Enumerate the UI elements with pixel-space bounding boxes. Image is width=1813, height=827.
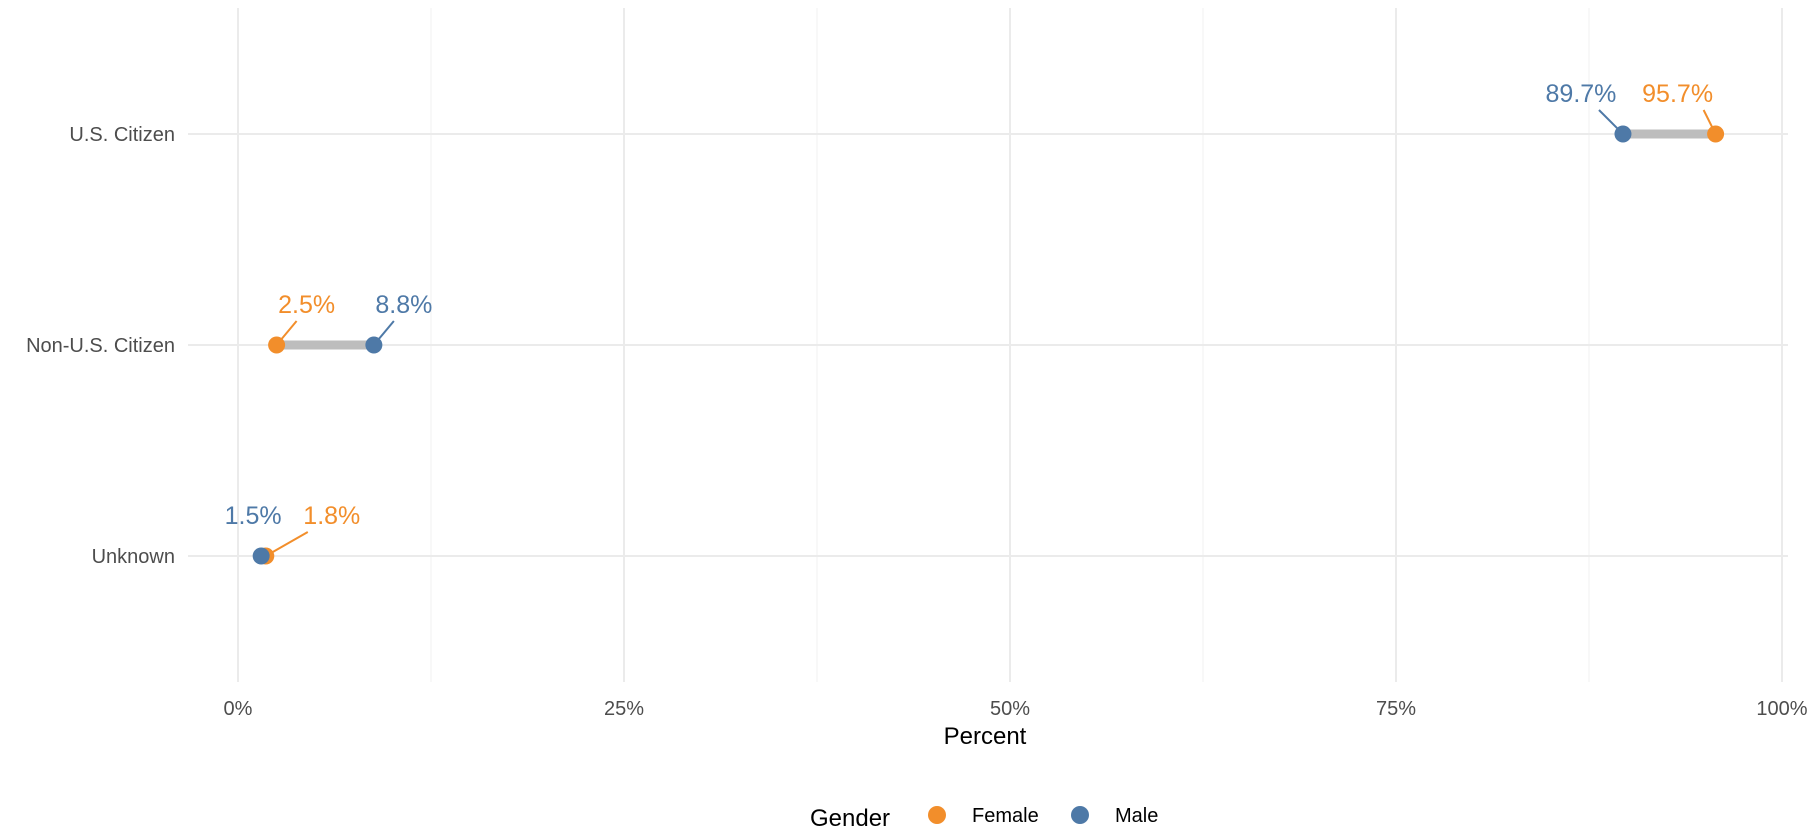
data-label-male: 8.8% [375,291,432,319]
data-label-female: 95.7% [1642,80,1713,108]
x-tick-label: 100% [1756,698,1807,720]
y-axis-ticks: U.S. Citizen Non-U.S. Citizen Unknown [26,124,175,568]
y-tick-label: Unknown [92,546,175,568]
x-axis-ticks: 0% 25% 50% 75% 100% [224,698,1808,720]
data-label-female: 2.5% [278,291,335,319]
legend-key-male [1071,806,1089,824]
label-leaders [265,109,1717,557]
legend-title: Gender [810,805,890,827]
data-label-male: 89.7% [1546,80,1617,108]
point-male [252,547,270,565]
legend-label-male: Male [1115,805,1158,827]
y-tick-label: U.S. Citizen [69,124,175,146]
point-male [1614,125,1632,143]
data-label-male: 1.5% [225,502,282,530]
point-female [268,336,286,354]
x-tick-label: 75% [1376,698,1416,720]
points [252,125,1725,565]
y-tick-label: Non-U.S. Citizen [26,335,175,357]
point-female [1707,125,1725,143]
legend-key-female [928,806,946,824]
data-label-female: 1.8% [303,502,360,530]
x-tick-label: 0% [224,698,253,720]
x-tick-label: 50% [990,698,1030,720]
x-axis-title: Percent [944,723,1027,750]
legend: Gender Female Male [810,805,1158,827]
x-tick-label: 25% [604,698,644,720]
grid [188,8,1788,682]
data-labels: 95.7% 2.5% 1.8% 89.7% 8.8% 1.5% [225,80,1713,530]
legend-label-female: Female [972,805,1039,827]
point-male [365,336,383,354]
